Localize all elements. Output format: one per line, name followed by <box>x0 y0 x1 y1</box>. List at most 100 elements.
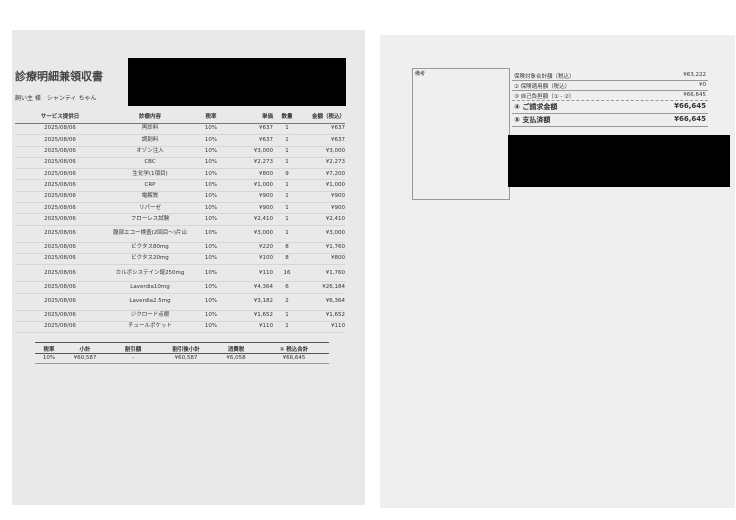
cell: 10% <box>204 170 218 177</box>
billing-label: ③ 自己負担額（① - ②） <box>514 94 575 100</box>
cell: 10% <box>204 244 218 251</box>
cell: ¥1,760 <box>325 269 345 276</box>
summary-cell: ¥6,058 <box>226 355 246 361</box>
summary-column: 税率 <box>43 347 55 353</box>
cell: 1 <box>285 136 289 143</box>
cell: チュールポケット <box>127 323 172 330</box>
cell: 1 <box>285 323 289 330</box>
cell: ¥7,200 <box>325 170 345 177</box>
cell: 腹部エコー検査(2回目～)片山 <box>113 230 187 237</box>
cell: 10% <box>204 283 218 290</box>
cell: 2025/08/06 <box>44 215 76 222</box>
billing-label: ② 保険適用額（税込） <box>514 84 571 90</box>
cell: 2025/08/06 <box>44 136 76 143</box>
cell: ¥3,000 <box>253 230 273 237</box>
cell: ¥1,000 <box>325 181 345 188</box>
cell: Laverdia2.5mg <box>129 297 171 304</box>
left-sheet: 診療明細兼領収書 飼い主 様 シャンティ ちゃん サービス提供日 診療内容 税率 単価… <box>12 30 365 505</box>
cell: ¥2,410 <box>253 215 273 222</box>
cell: 16 <box>283 269 291 276</box>
cell: ¥900 <box>259 193 273 200</box>
cell: ジクロード点眼 <box>130 312 170 319</box>
cell: 10% <box>204 204 218 211</box>
cell: 1 <box>285 193 289 200</box>
cell: 2025/08/06 <box>44 204 76 211</box>
cell: 10% <box>204 297 218 304</box>
cell: ¥637 <box>331 125 345 132</box>
cell: 10% <box>204 230 218 237</box>
cell: 2 <box>285 297 289 304</box>
table-header: サービス提供日 診療内容 税率 単価 数量 金額（税込） <box>15 112 345 124</box>
cell: ¥6,364 <box>325 297 345 304</box>
cell: ¥26,184 <box>322 283 345 290</box>
cell: 6 <box>285 283 289 290</box>
cell: フローレス試験 <box>130 215 170 222</box>
cell: ¥3,182 <box>253 297 273 304</box>
table-row: 2025/08/06 調剤料 10% ¥637 1 ¥637 <box>15 134 345 147</box>
table-row: 2025/08/06 CRP 10% ¥1,000 1 ¥1,000 <box>15 180 345 192</box>
table-row: 2025/08/06 腹部エコー検査(2回目～)片山 10% ¥3,000 1 ¥3,00… <box>15 225 345 243</box>
cell: 1 <box>285 312 289 319</box>
cell: ¥900 <box>259 204 273 211</box>
cell: リパーゼ <box>138 204 161 211</box>
cell: 2025/08/06 <box>44 230 76 237</box>
cell: 10% <box>204 193 218 200</box>
cell: サービス提供日 <box>40 114 80 121</box>
summary-cell: ¥60,587 <box>73 355 97 361</box>
table-row: 2025/08/06 ビクタス20mg 10% ¥100 8 ¥800 <box>15 253 345 266</box>
cell: ¥800 <box>259 170 273 177</box>
billing-row: ⑤ 支払済額 ¥66,645 <box>512 113 708 127</box>
billing-amount: ¥0 <box>699 82 706 88</box>
cell: 1 <box>285 148 289 155</box>
table-row: 2025/08/06 生化学(1項目) 10% ¥800 9 ¥7,200 <box>15 168 345 181</box>
billing-amount: ¥66,645 <box>674 102 706 110</box>
cell: ¥637 <box>331 136 345 143</box>
table-row: 2025/08/06 電解質 10% ¥900 1 ¥900 <box>15 191 345 204</box>
billing-row: ③ 自己負担額（① - ②） ¥66,645 <box>512 90 708 101</box>
cell: 8 <box>285 244 289 251</box>
cell: ¥2,273 <box>325 159 345 166</box>
cell: ¥1,760 <box>325 244 345 251</box>
cell: ¥220 <box>259 244 273 251</box>
table-row: 2025/08/06 チュールポケット 10% ¥110 1 ¥110 <box>15 321 345 334</box>
cell: 2025/08/06 <box>44 181 76 188</box>
cell: 2025/08/06 <box>44 269 76 276</box>
summary-column: 消費税 <box>227 347 245 353</box>
cell: ¥3,000 <box>253 148 273 155</box>
cell: 単価 <box>261 114 273 121</box>
cell: CBC <box>144 159 156 166</box>
table-row: 2025/08/06 ビクタス80mg 10% ¥220 8 ¥1,760 <box>15 242 345 254</box>
cell: ¥100 <box>259 255 273 262</box>
summary-column: 割引後小計 <box>172 347 200 353</box>
billing-amount: ¥66,645 <box>683 92 706 98</box>
cell: カルボシステイン錠250mg <box>115 269 185 276</box>
cell: 再診料 <box>141 125 159 132</box>
cell: オゾン注入 <box>136 148 164 155</box>
cell: 数量 <box>281 114 293 121</box>
cell: 調剤料 <box>141 136 159 143</box>
cell: 10% <box>204 269 218 276</box>
summary-cell: ¥60,587 <box>174 355 198 361</box>
cell: 2025/08/06 <box>44 148 76 155</box>
cell: 2025/08/06 <box>44 170 76 177</box>
cell: 2025/08/06 <box>44 255 76 262</box>
cell: 1 <box>285 125 289 132</box>
cell: 10% <box>204 125 218 132</box>
cell: 10% <box>204 159 218 166</box>
cell: 10% <box>204 323 218 330</box>
customer: 飼い主 様 シャンティ ちゃん <box>15 95 97 102</box>
cell: 10% <box>204 148 218 155</box>
cell: ¥3,000 <box>325 148 345 155</box>
redaction <box>508 135 730 187</box>
cell: 金額（税込） <box>311 114 345 121</box>
cell: 1 <box>285 215 289 222</box>
right-sheet: 備考 保険対象合計額（税込） ¥63,222 ② 保険適用額（税込） ¥0 ③ 自己負担… <box>380 35 735 508</box>
cell: ¥3,000 <box>325 230 345 237</box>
cell: 2025/08/06 <box>44 323 76 330</box>
cell: ¥1,000 <box>253 181 273 188</box>
billing-label: ④ ご請求金額 <box>514 103 558 111</box>
cell: 8 <box>285 255 289 262</box>
cell: ¥637 <box>259 125 273 132</box>
cell: 9 <box>285 170 289 177</box>
